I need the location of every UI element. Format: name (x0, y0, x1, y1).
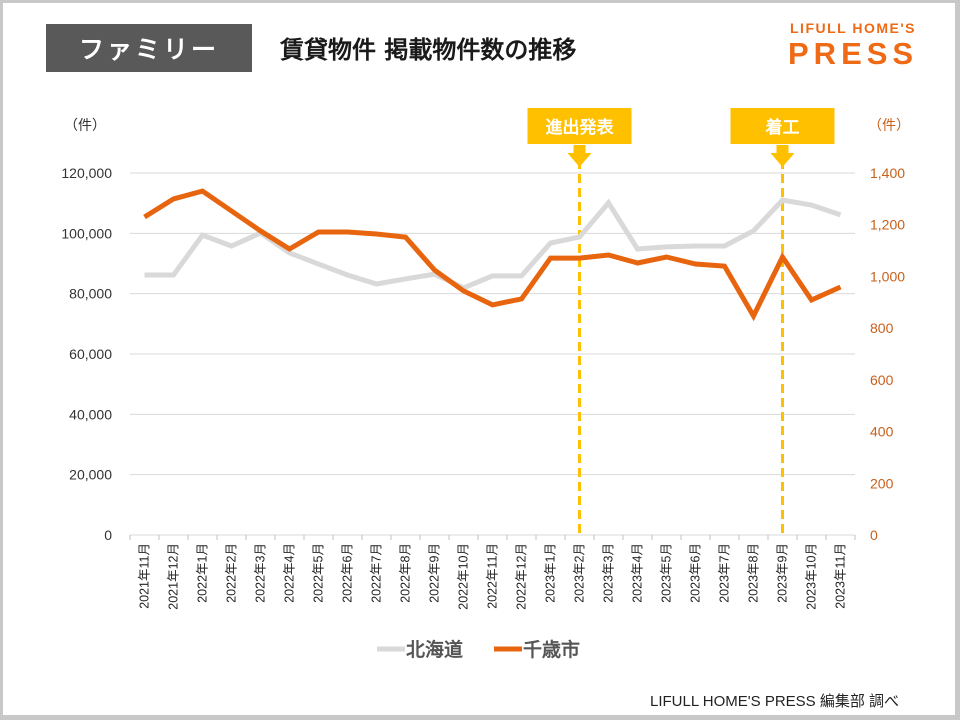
x-category-label: 2022年8月 (399, 543, 413, 603)
y-right-tick-label: 200 (870, 475, 894, 491)
x-category-label: 2021年12月 (167, 543, 181, 610)
x-category-label: 2022年11月 (486, 543, 500, 609)
annotation-label: 進出発表 (546, 117, 615, 138)
x-category-label: 2022年6月 (341, 543, 355, 603)
x-category-label: 2022年2月 (225, 543, 239, 603)
x-category-label: 2023年2月 (573, 543, 587, 603)
annotation-box (527, 108, 632, 144)
y-right-tick-label: 600 (870, 372, 894, 388)
y-right-tick-label: 0 (870, 527, 878, 543)
chart-title: 賃貸物件 掲載物件数の推移 (280, 36, 577, 64)
y-right-tick-label: 400 (870, 424, 894, 440)
logo-line2: PRESS (788, 36, 919, 71)
y-left-tick-label: 0 (104, 527, 112, 543)
x-category-label: 2023年4月 (631, 543, 645, 603)
x-category-label: 2022年1月 (196, 543, 210, 603)
x-category-label: 2021年11月 (138, 543, 152, 609)
annotation-arrow-icon (567, 145, 592, 167)
x-category-label: 2023年1月 (544, 543, 558, 603)
x-category-label: 2023年11月 (834, 543, 848, 609)
x-category-label: 2023年7月 (718, 543, 732, 603)
y-left-tick-label: 100,000 (61, 225, 112, 241)
x-category-label: 2023年8月 (747, 543, 761, 603)
x-category-label: 2022年10月 (457, 543, 471, 610)
annotation-label: 着工 (765, 117, 800, 138)
x-category-label: 2022年9月 (428, 543, 442, 603)
x-category-label: 2022年5月 (312, 543, 326, 603)
y-left-tick-label: 40,000 (69, 406, 112, 422)
y-right-tick-label: 1,200 (870, 217, 905, 233)
y-left-tick-label: 20,000 (69, 467, 112, 483)
x-category-label: 2023年10月 (805, 543, 819, 610)
x-category-label: 2022年4月 (283, 543, 297, 603)
source-note: LIFULL HOME'S PRESS 編集部 調べ (650, 693, 900, 710)
annotation-arrow-icon (770, 145, 795, 167)
annotation-box (730, 108, 835, 144)
x-category-label: 2022年3月 (254, 543, 268, 603)
x-category-label: 2023年3月 (602, 543, 616, 603)
y-left-tick-label: 120,000 (61, 165, 112, 181)
x-category-label: 2022年7月 (370, 543, 384, 603)
legend-label: 千歳市 (523, 638, 580, 661)
y-left-tick-label: 60,000 (69, 346, 112, 362)
y-right-unit-label: （件） (868, 117, 910, 133)
logo-line1: LIFULL HOME'S (790, 20, 917, 36)
x-category-label: 2022年12月 (515, 543, 529, 610)
y-right-tick-label: 1,400 (870, 165, 905, 181)
series-line-chitose (143, 188, 842, 322)
x-category-label: 2023年6月 (689, 543, 703, 603)
y-right-tick-label: 800 (870, 320, 894, 336)
category-badge: ファミリー (46, 24, 252, 72)
y-right-tick-label: 1,000 (870, 268, 905, 284)
y-left-unit-label: （件） (64, 117, 106, 133)
x-category-label: 2023年9月 (776, 543, 790, 603)
x-category-label: 2023年5月 (660, 543, 674, 603)
y-left-tick-label: 80,000 (69, 286, 112, 302)
series-line-hokkaido (144, 197, 842, 291)
legend-label: 北海道 (406, 638, 463, 661)
